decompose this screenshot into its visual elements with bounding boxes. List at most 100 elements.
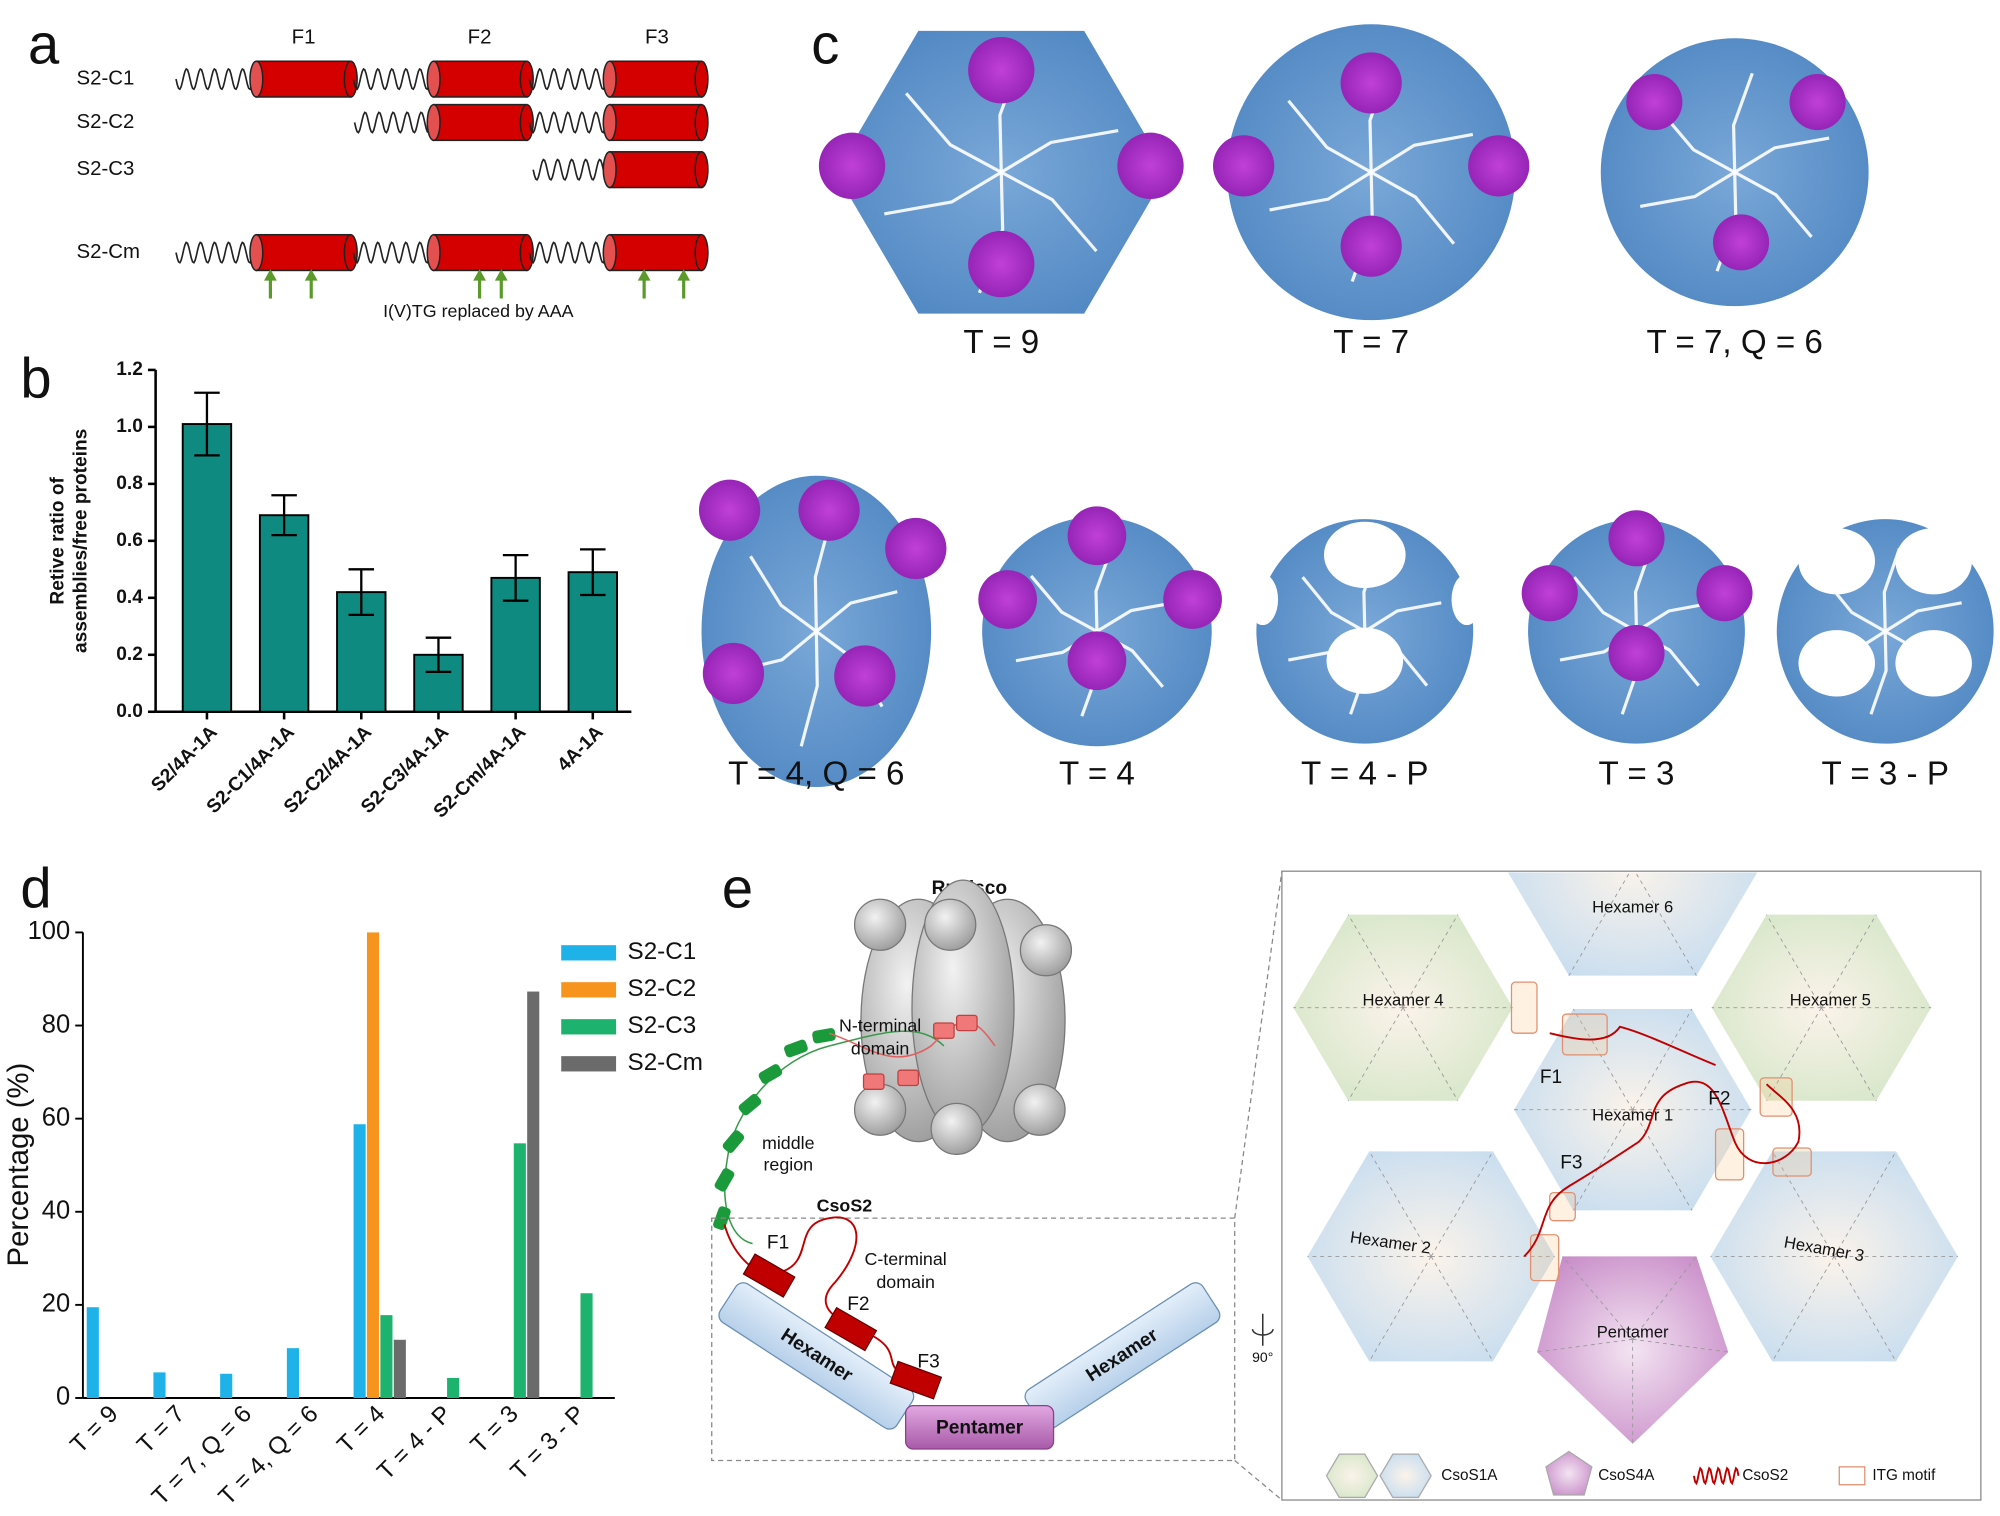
subunit-divider [1568,872,1631,976]
zoom-line [1234,871,1283,1219]
helix-cylinder [432,233,528,272]
capsid-render [1600,38,1869,307]
x-tick-label: 4A-1A [554,722,608,776]
capsid-render [698,475,947,788]
wavy-linker [528,111,611,134]
subunit-divider [1771,1151,1835,1257]
c-terminal-label: domain [876,1272,935,1292]
capsid-seam [1000,170,1098,253]
x-tick-label: T = 4 - P [372,1400,457,1485]
mutation-arrowhead [494,269,508,281]
bar [366,932,380,1398]
subunit-divider [1821,1007,1877,1102]
y-tick-label: 80 [42,1010,70,1038]
itg-motif-box [1714,1128,1745,1181]
capsid-seam [1301,576,1366,633]
middle-region-segment [722,1130,745,1153]
helix-cylinder [742,1253,796,1298]
pentamer-label: Pentamer [1597,1322,1669,1341]
n-terminal-segment [862,1073,885,1090]
pentamer-patch [968,37,1035,104]
subunit-divider [1833,1151,1897,1257]
capsid-render [1213,24,1530,321]
pentamer-patch [702,642,765,705]
subunit-divider [1766,914,1822,1008]
x-tick-label: S2/4A-1A [147,722,221,796]
wavy-linker [175,241,256,264]
capsid-hole [1247,574,1279,626]
wavy-linker [528,67,611,91]
helix-cylinder [255,60,352,98]
capsid-seam [1639,170,1736,208]
pentamer-bar-label: Pentamer [936,1418,1024,1439]
panel-label: b [20,347,51,410]
subunit-divider [1402,914,1459,1008]
rotation-icon [1251,1313,1274,1346]
panel-label: e [722,857,753,920]
n-terminal-label: domain [851,1038,910,1058]
capsid-render [1247,519,1483,744]
capsid-seam [815,590,898,633]
motif-fragment-label: F2 [1708,1089,1730,1110]
mutation-arrowhead [304,269,318,281]
y-tick-label: 0.6 [116,530,143,551]
rubisco-small-subunit [853,1083,907,1136]
structure-label: T = 3 [1599,755,1675,792]
error-bar [271,494,297,537]
hexamer-label: Hexamer 1 [1592,1105,1673,1124]
csos2-label: CsoS2 [817,1195,873,1215]
x-tick-label: T = 9 [65,1400,123,1458]
pentamer-patch [698,479,761,541]
fragment-label: F2 [847,1294,869,1315]
cylinder-cap [602,103,617,142]
legend-label: ITG motif [1872,1467,1936,1484]
panel-label: c [811,12,839,75]
error-bar [502,553,529,602]
construct-label: S2-C2 [77,111,135,133]
wavy-linker [352,241,435,264]
legend-wave [1692,1466,1740,1486]
n-terminal-segment [897,1069,920,1087]
bar [286,1348,299,1398]
structure-label: T = 3 - P [1821,755,1948,792]
capsid-hole [1326,627,1404,694]
error-bar [348,568,375,617]
pentamer-patch [1067,631,1127,691]
helix-cylinder [432,60,528,98]
cylinder-cap [694,233,709,272]
error-bar [194,391,220,457]
capsid-seam [1635,601,1714,633]
subunit-divider [1430,1256,1494,1362]
rubisco-small-subunit [930,1102,983,1156]
legend-hexagon [1379,1453,1432,1499]
legend-label: S2-Cm [628,1049,703,1076]
wavy-linker [175,67,256,91]
hexamer-label: Hexamer 6 [1592,898,1673,917]
rubisco-small-subunit [1013,1083,1066,1136]
bar [86,1307,99,1398]
legend-label: S2-C1 [628,938,697,965]
legend-swatch [561,945,617,961]
subunit-divider [1536,1338,1633,1353]
subunit-divider [1402,1007,1459,1102]
capsid-seam [1733,136,1830,174]
pentamer-patch [798,479,860,541]
wavy-linker [532,158,611,181]
error-bar [580,548,606,597]
y-tick-label: 0.4 [116,587,143,608]
capsid-seam [749,555,818,633]
capsid-seam [1731,72,1754,173]
capsid-seam [799,631,819,747]
pentamer-patch [978,570,1037,629]
bar [447,1377,460,1398]
legend-swatch [561,1019,617,1035]
capsid-render [978,506,1222,747]
structure-label: T = 7 [1333,324,1409,361]
y-tick-label: 1.0 [116,416,143,437]
legend-pentagon [1545,1450,1593,1496]
subunit-divider [1833,1256,1897,1362]
capsid-seam [1370,170,1456,245]
structure-label: T = 7, Q = 6 [1647,324,1823,361]
pentamer-patch [1521,565,1578,622]
